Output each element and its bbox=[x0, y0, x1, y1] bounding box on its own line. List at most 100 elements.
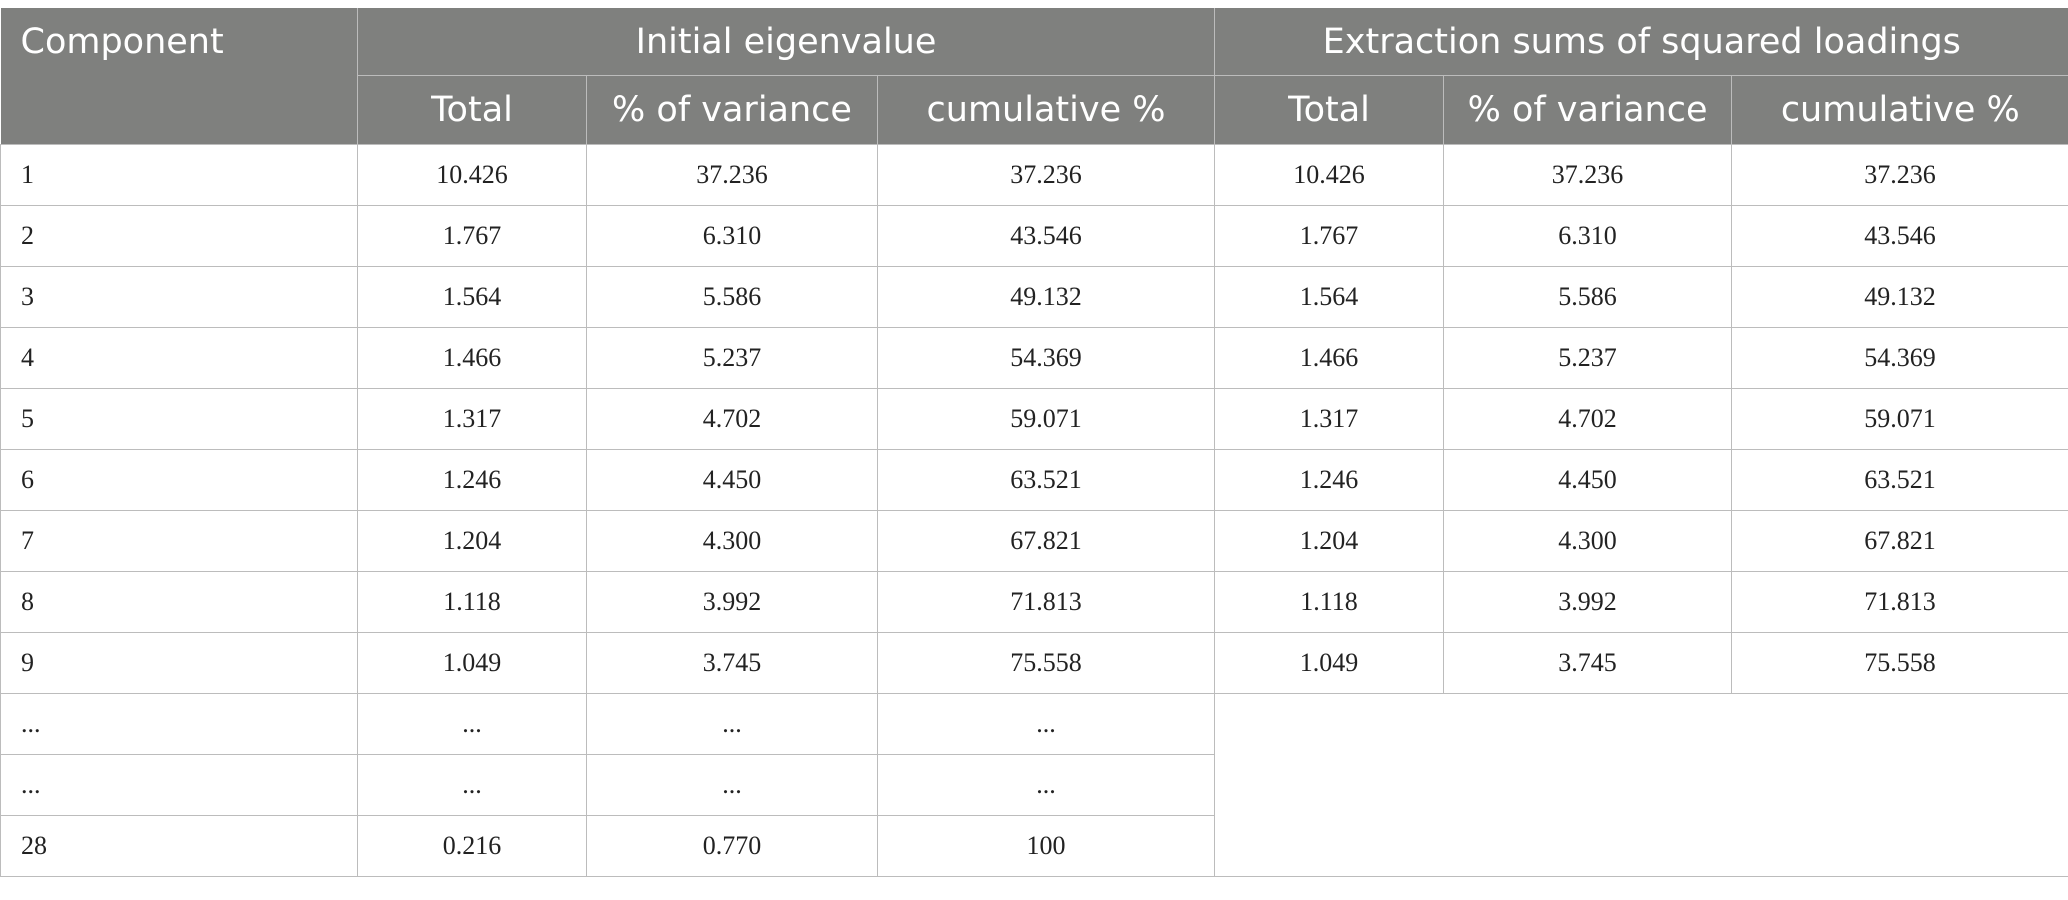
cell-initial-cumulative: 63.521 bbox=[876, 449, 1216, 511]
cell-initial-variance: 5.237 bbox=[586, 327, 878, 389]
header-initial-total: Total bbox=[357, 75, 587, 145]
cell-initial-variance: 4.300 bbox=[586, 510, 878, 572]
table-row: 28 0.216 0.770 100 bbox=[0, 815, 2068, 877]
header-extraction-total: Total bbox=[1214, 75, 1445, 145]
cell-initial-total: ... bbox=[357, 693, 587, 755]
cell-initial-total: 10.426 bbox=[357, 144, 587, 206]
cell-extraction-total: 1.246 bbox=[1214, 449, 1445, 511]
cell-initial-variance: ... bbox=[586, 693, 878, 755]
cell-initial-cumulative: 75.558 bbox=[876, 632, 1216, 694]
cell-initial-variance: 5.586 bbox=[586, 266, 878, 328]
cell-extraction-total: 1.466 bbox=[1214, 327, 1445, 389]
cell-initial-total: 1.049 bbox=[357, 632, 587, 694]
cell-extraction-cumulative: 49.132 bbox=[1731, 266, 2068, 328]
cell-initial-variance: 37.236 bbox=[586, 144, 878, 206]
cell-extraction-variance: 4.300 bbox=[1443, 510, 1733, 572]
header-extraction-variance: % of variance bbox=[1443, 75, 1733, 145]
cell-component: 8 bbox=[0, 571, 358, 633]
header-component: Component bbox=[0, 8, 358, 145]
table-row: 9 1.049 3.745 75.558 1.049 3.745 75.558 bbox=[0, 632, 2068, 694]
cell-initial-cumulative: 49.132 bbox=[876, 266, 1216, 328]
cell-initial-cumulative: ... bbox=[876, 693, 1216, 755]
cell-extraction-cumulative: 67.821 bbox=[1731, 510, 2068, 572]
cell-component: 1 bbox=[0, 144, 358, 206]
cell-component: 6 bbox=[0, 449, 358, 511]
cell-component: 7 bbox=[0, 510, 358, 572]
cell-initial-cumulative: 67.821 bbox=[876, 510, 1216, 572]
cell-initial-variance: 0.770 bbox=[586, 815, 878, 877]
cell-initial-total: 0.216 bbox=[357, 815, 587, 877]
table-row: 5 1.317 4.702 59.071 1.317 4.702 59.071 bbox=[0, 388, 2068, 450]
cell-extraction-variance: 6.310 bbox=[1443, 205, 1733, 267]
cell-initial-cumulative: 54.369 bbox=[876, 327, 1216, 389]
cell-extraction-variance: 5.237 bbox=[1443, 327, 1733, 389]
cell-extraction-variance: 3.992 bbox=[1443, 571, 1733, 633]
cell-initial-total: 1.466 bbox=[357, 327, 587, 389]
cell-extraction-variance: 5.586 bbox=[1443, 266, 1733, 328]
table-row: 4 1.466 5.237 54.369 1.466 5.237 54.369 bbox=[0, 327, 2068, 389]
cell-extraction-total: 1.317 bbox=[1214, 388, 1445, 450]
table-row: ............ bbox=[0, 754, 2068, 816]
cell-initial-total: 1.246 bbox=[357, 449, 587, 511]
cell-initial-cumulative: 100 bbox=[876, 815, 1216, 877]
header-extraction-cumulative: cumulative % bbox=[1731, 75, 2068, 145]
table-row: 3 1.564 5.586 49.132 1.564 5.586 49.132 bbox=[0, 266, 2068, 328]
cell-initial-variance: 6.310 bbox=[586, 205, 878, 267]
cell-extraction-total: 10.426 bbox=[1214, 144, 1445, 206]
cell-extraction-total: 1.204 bbox=[1214, 510, 1445, 572]
table-header: Component Initial eigenvalue Extraction … bbox=[0, 8, 2068, 145]
cell-initial-total: 1.317 bbox=[357, 388, 587, 450]
cell-extraction-variance: 37.236 bbox=[1443, 144, 1733, 206]
header-extraction-sums: Extraction sums of squared loadings bbox=[1214, 8, 2068, 76]
cell-extraction-cumulative: 59.071 bbox=[1731, 388, 2068, 450]
cell-component: 5 bbox=[0, 388, 358, 450]
cell-extraction-variance: 4.702 bbox=[1443, 388, 1733, 450]
table-row: ............ bbox=[0, 693, 2068, 877]
cell-extraction-total: 1.049 bbox=[1214, 632, 1445, 694]
cell-initial-total: 1.564 bbox=[357, 266, 587, 328]
cell-extraction-cumulative: 43.546 bbox=[1731, 205, 2068, 267]
cell-initial-cumulative: 71.813 bbox=[876, 571, 1216, 633]
cell-component: ... bbox=[0, 754, 358, 816]
eigenvalue-table: Component Initial eigenvalue Extraction … bbox=[0, 8, 2068, 877]
table-row: 8 1.118 3.992 71.813 1.118 3.992 71.813 bbox=[0, 571, 2068, 633]
cell-initial-total: 1.767 bbox=[357, 205, 587, 267]
cell-initial-cumulative: 59.071 bbox=[876, 388, 1216, 450]
header-initial-eigenvalue: Initial eigenvalue bbox=[356, 8, 1216, 76]
empty-extraction-area bbox=[1214, 693, 2068, 877]
header-initial-cumulative: cumulative % bbox=[876, 75, 1216, 145]
cell-component: 4 bbox=[0, 327, 358, 389]
cell-initial-total: 1.204 bbox=[357, 510, 587, 572]
cell-initial-variance: 4.450 bbox=[586, 449, 878, 511]
header-initial-variance: % of variance bbox=[586, 75, 878, 145]
cell-extraction-variance: 3.745 bbox=[1443, 632, 1733, 694]
table-row: 6 1.246 4.450 63.521 1.246 4.450 63.521 bbox=[0, 449, 2068, 511]
eigenvalue-table-container: Component Initial eigenvalue Extraction … bbox=[0, 8, 2068, 877]
cell-extraction-cumulative: 63.521 bbox=[1731, 449, 2068, 511]
table-row: 7 1.204 4.300 67.821 1.204 4.300 67.821 bbox=[0, 510, 2068, 572]
cell-extraction-total: 1.564 bbox=[1214, 266, 1445, 328]
cell-initial-cumulative: ... bbox=[876, 754, 1216, 816]
cell-initial-variance: ... bbox=[586, 754, 878, 816]
cell-extraction-cumulative: 37.236 bbox=[1731, 144, 2068, 206]
cell-extraction-variance: 4.450 bbox=[1443, 449, 1733, 511]
cell-initial-total: ... bbox=[357, 754, 587, 816]
table-row: 2 1.767 6.310 43.546 1.767 6.310 43.546 bbox=[0, 205, 2068, 267]
table-body: 1 10.426 37.236 37.236 10.426 37.236 37.236 2 1.… bbox=[0, 144, 2068, 877]
cell-initial-cumulative: 37.236 bbox=[876, 144, 1216, 206]
cell-component: 2 bbox=[0, 205, 358, 267]
cell-extraction-total: 1.118 bbox=[1214, 571, 1445, 633]
table-row: 1 10.426 37.236 37.236 10.426 37.236 37.236 bbox=[0, 144, 2068, 206]
header-row-groups: Component Initial eigenvalue Extraction … bbox=[0, 8, 2068, 145]
cell-component: 3 bbox=[0, 266, 358, 328]
cell-extraction-cumulative: 75.558 bbox=[1731, 632, 2068, 694]
cell-extraction-cumulative: 71.813 bbox=[1731, 571, 2068, 633]
cell-component: ... bbox=[0, 693, 358, 755]
cell-initial-variance: 3.745 bbox=[586, 632, 878, 694]
cell-component: 28 bbox=[0, 815, 358, 877]
cell-initial-variance: 3.992 bbox=[586, 571, 878, 633]
cell-component: 9 bbox=[0, 632, 358, 694]
cell-initial-variance: 4.702 bbox=[586, 388, 878, 450]
header-row-subcolumns: Total % of variance cumulative % Total %… bbox=[1, 75, 2068, 145]
cell-extraction-cumulative: 54.369 bbox=[1731, 327, 2068, 389]
